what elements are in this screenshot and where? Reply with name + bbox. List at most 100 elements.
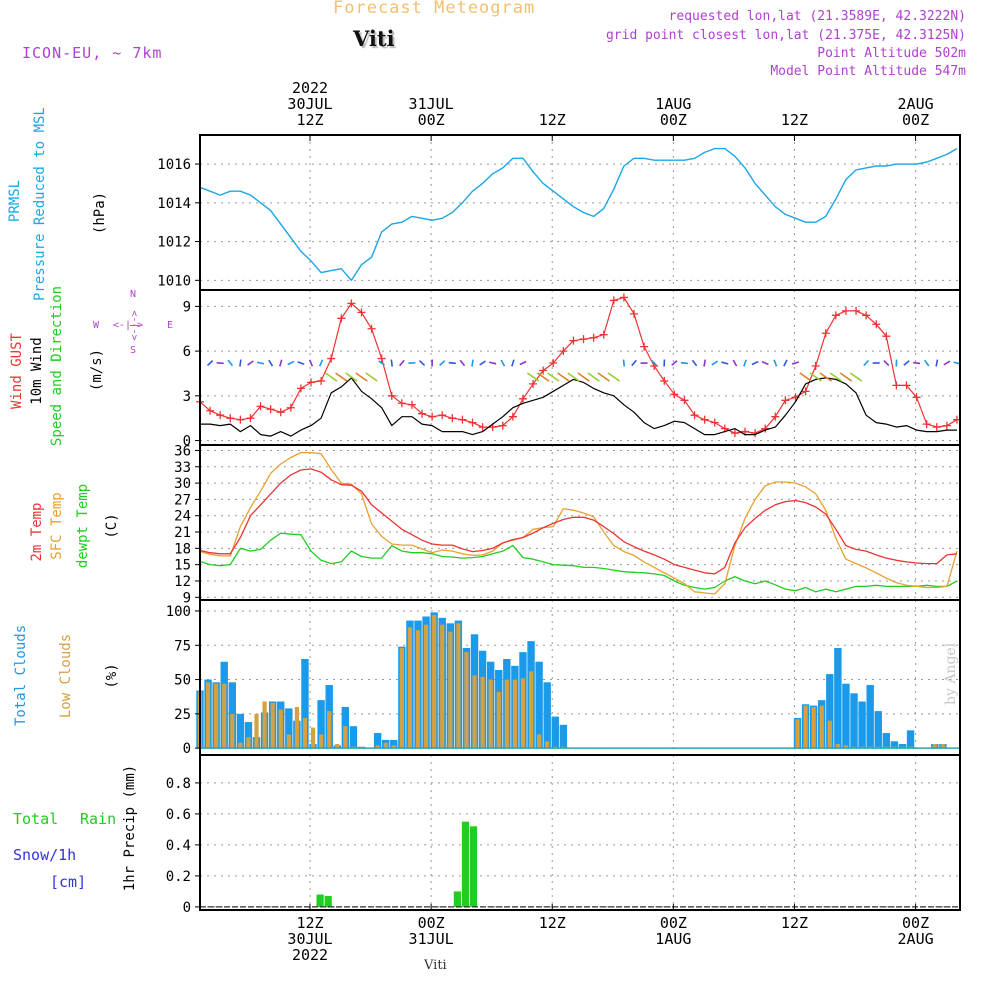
total-cloud-bar — [535, 661, 543, 749]
wind-direction-arrow — [471, 359, 474, 367]
bottom-time-label: 2022 — [292, 946, 328, 964]
pressure-label-msl: Pressure Reduced to MSL — [32, 107, 48, 301]
gust-marker — [781, 396, 790, 405]
wind-label-10m: 10m Wind — [29, 337, 45, 405]
gust-marker — [397, 399, 406, 408]
low-cloud-bar — [254, 713, 259, 749]
total-cloud-bar — [285, 708, 293, 749]
low-cloud-bar — [843, 745, 849, 749]
low-cloud-bar — [262, 701, 267, 749]
bottom-time-label: 1AUG — [655, 930, 691, 948]
low-cloud-bar — [383, 742, 388, 749]
low-cloud-bar — [270, 702, 275, 749]
low-cloud-bar — [456, 623, 461, 749]
gust-marker — [730, 429, 739, 438]
wind-direction-arrow — [297, 361, 305, 365]
wind-direction-arrow — [751, 360, 759, 366]
wind-direction-arrow — [268, 359, 274, 367]
gust-marker — [428, 412, 437, 421]
gust-marker — [761, 424, 770, 433]
clouds-label-low: Low Clouds — [58, 633, 74, 719]
bottom-time-label: 2AUG — [898, 930, 934, 948]
total-cloud-bar — [882, 733, 891, 749]
model-altitude: Model Point Altitude 547m — [770, 64, 966, 79]
low-cloud-bar — [537, 734, 542, 749]
low-cloud-bar — [932, 744, 937, 749]
gust-marker — [357, 308, 366, 317]
gust-marker — [206, 406, 215, 415]
gust-marker — [690, 411, 699, 420]
total-cloud-bar — [236, 713, 245, 749]
low-cloud-bar — [545, 741, 550, 749]
wind-direction-arrow — [325, 372, 338, 382]
credit-watermark: by Angel — [943, 642, 959, 705]
wind-label-gust: Wind GUST — [9, 333, 25, 409]
low-cloud-bar — [399, 648, 404, 749]
gust-line — [199, 296, 958, 434]
top-time-label: 00Z — [418, 111, 445, 129]
wind-direction-arrow — [829, 372, 843, 382]
wind-direction-arrow — [511, 359, 515, 367]
wind-direction-arrow — [398, 359, 405, 367]
wind-direction-arrow — [732, 359, 738, 367]
rain-bar — [461, 821, 470, 907]
top-time-label: 2022 — [292, 79, 328, 97]
wind-direction-arrow — [913, 361, 921, 365]
y-tick-label: 9 — [183, 590, 191, 606]
y-tick-label: 36 — [174, 443, 191, 459]
wind-direction-arrow — [791, 361, 800, 365]
wind-direction-arrow — [489, 361, 497, 365]
y-tick-label: 30 — [174, 476, 191, 492]
panel-frame-pressure — [199, 134, 961, 291]
rain-bar — [453, 891, 461, 907]
temp-label-dewpt: dewpt Temp — [75, 483, 91, 569]
low-cloud-bar — [520, 678, 526, 749]
wind-label-speed-dir: Speed and Direction — [49, 285, 65, 447]
low-cloud-bar — [205, 682, 211, 749]
pressure-label-prmsl: PRMSL — [7, 179, 23, 223]
wind-direction-arrow — [318, 359, 324, 367]
total-cloud-bar — [301, 658, 309, 749]
gust-marker — [872, 320, 881, 329]
gust-marker — [559, 347, 568, 356]
total-cloud-bar — [390, 739, 398, 749]
total-cloud-bar — [826, 674, 834, 749]
total-cloud-bar — [866, 685, 874, 749]
low-cloud-bar — [803, 705, 808, 749]
low-cloud-bar — [319, 734, 324, 749]
low-cloud-bar — [480, 676, 485, 749]
wind-direction-arrow — [557, 372, 570, 382]
gust-marker — [892, 381, 901, 390]
wind-direction-arrow — [631, 359, 637, 367]
low-cloud-bar — [391, 745, 396, 749]
bottom-time-label: 12Z — [539, 914, 566, 932]
wind-direction-arrow — [761, 360, 769, 366]
gust-marker — [841, 306, 850, 315]
low-cloud-bar — [464, 652, 469, 749]
total-cloud-bar — [850, 693, 858, 749]
wind-direction-arrow — [773, 359, 778, 367]
y-tick-label: 12 — [174, 574, 191, 590]
gust-marker — [418, 409, 427, 418]
wind-direction-arrow — [783, 359, 788, 367]
low-cloud-bar — [448, 631, 453, 749]
bottom-time-label: 31JUL — [409, 930, 454, 948]
top-time-label: 12Z — [296, 111, 323, 129]
clouds-label-total: Total Clouds — [13, 624, 29, 726]
station-name: Viti — [353, 26, 395, 51]
low-cloud-bar — [343, 726, 348, 749]
wind-direction-arrow — [923, 359, 930, 367]
bottom-time-label: 00Z — [418, 914, 445, 932]
low-cloud-bar — [238, 742, 243, 749]
wind-direction-arrow — [597, 372, 610, 382]
gust-marker — [619, 293, 628, 302]
low-cloud-bar — [415, 630, 421, 749]
wind-direction-arrow — [390, 359, 393, 367]
wind-direction-arrow — [418, 360, 426, 367]
wind-direction-arrow — [247, 360, 254, 366]
total-cloud-bar — [543, 682, 551, 749]
gust-marker — [942, 421, 951, 430]
top-time-label: 12Z — [781, 111, 808, 129]
gust-marker — [660, 376, 669, 385]
gust-marker — [337, 314, 346, 323]
